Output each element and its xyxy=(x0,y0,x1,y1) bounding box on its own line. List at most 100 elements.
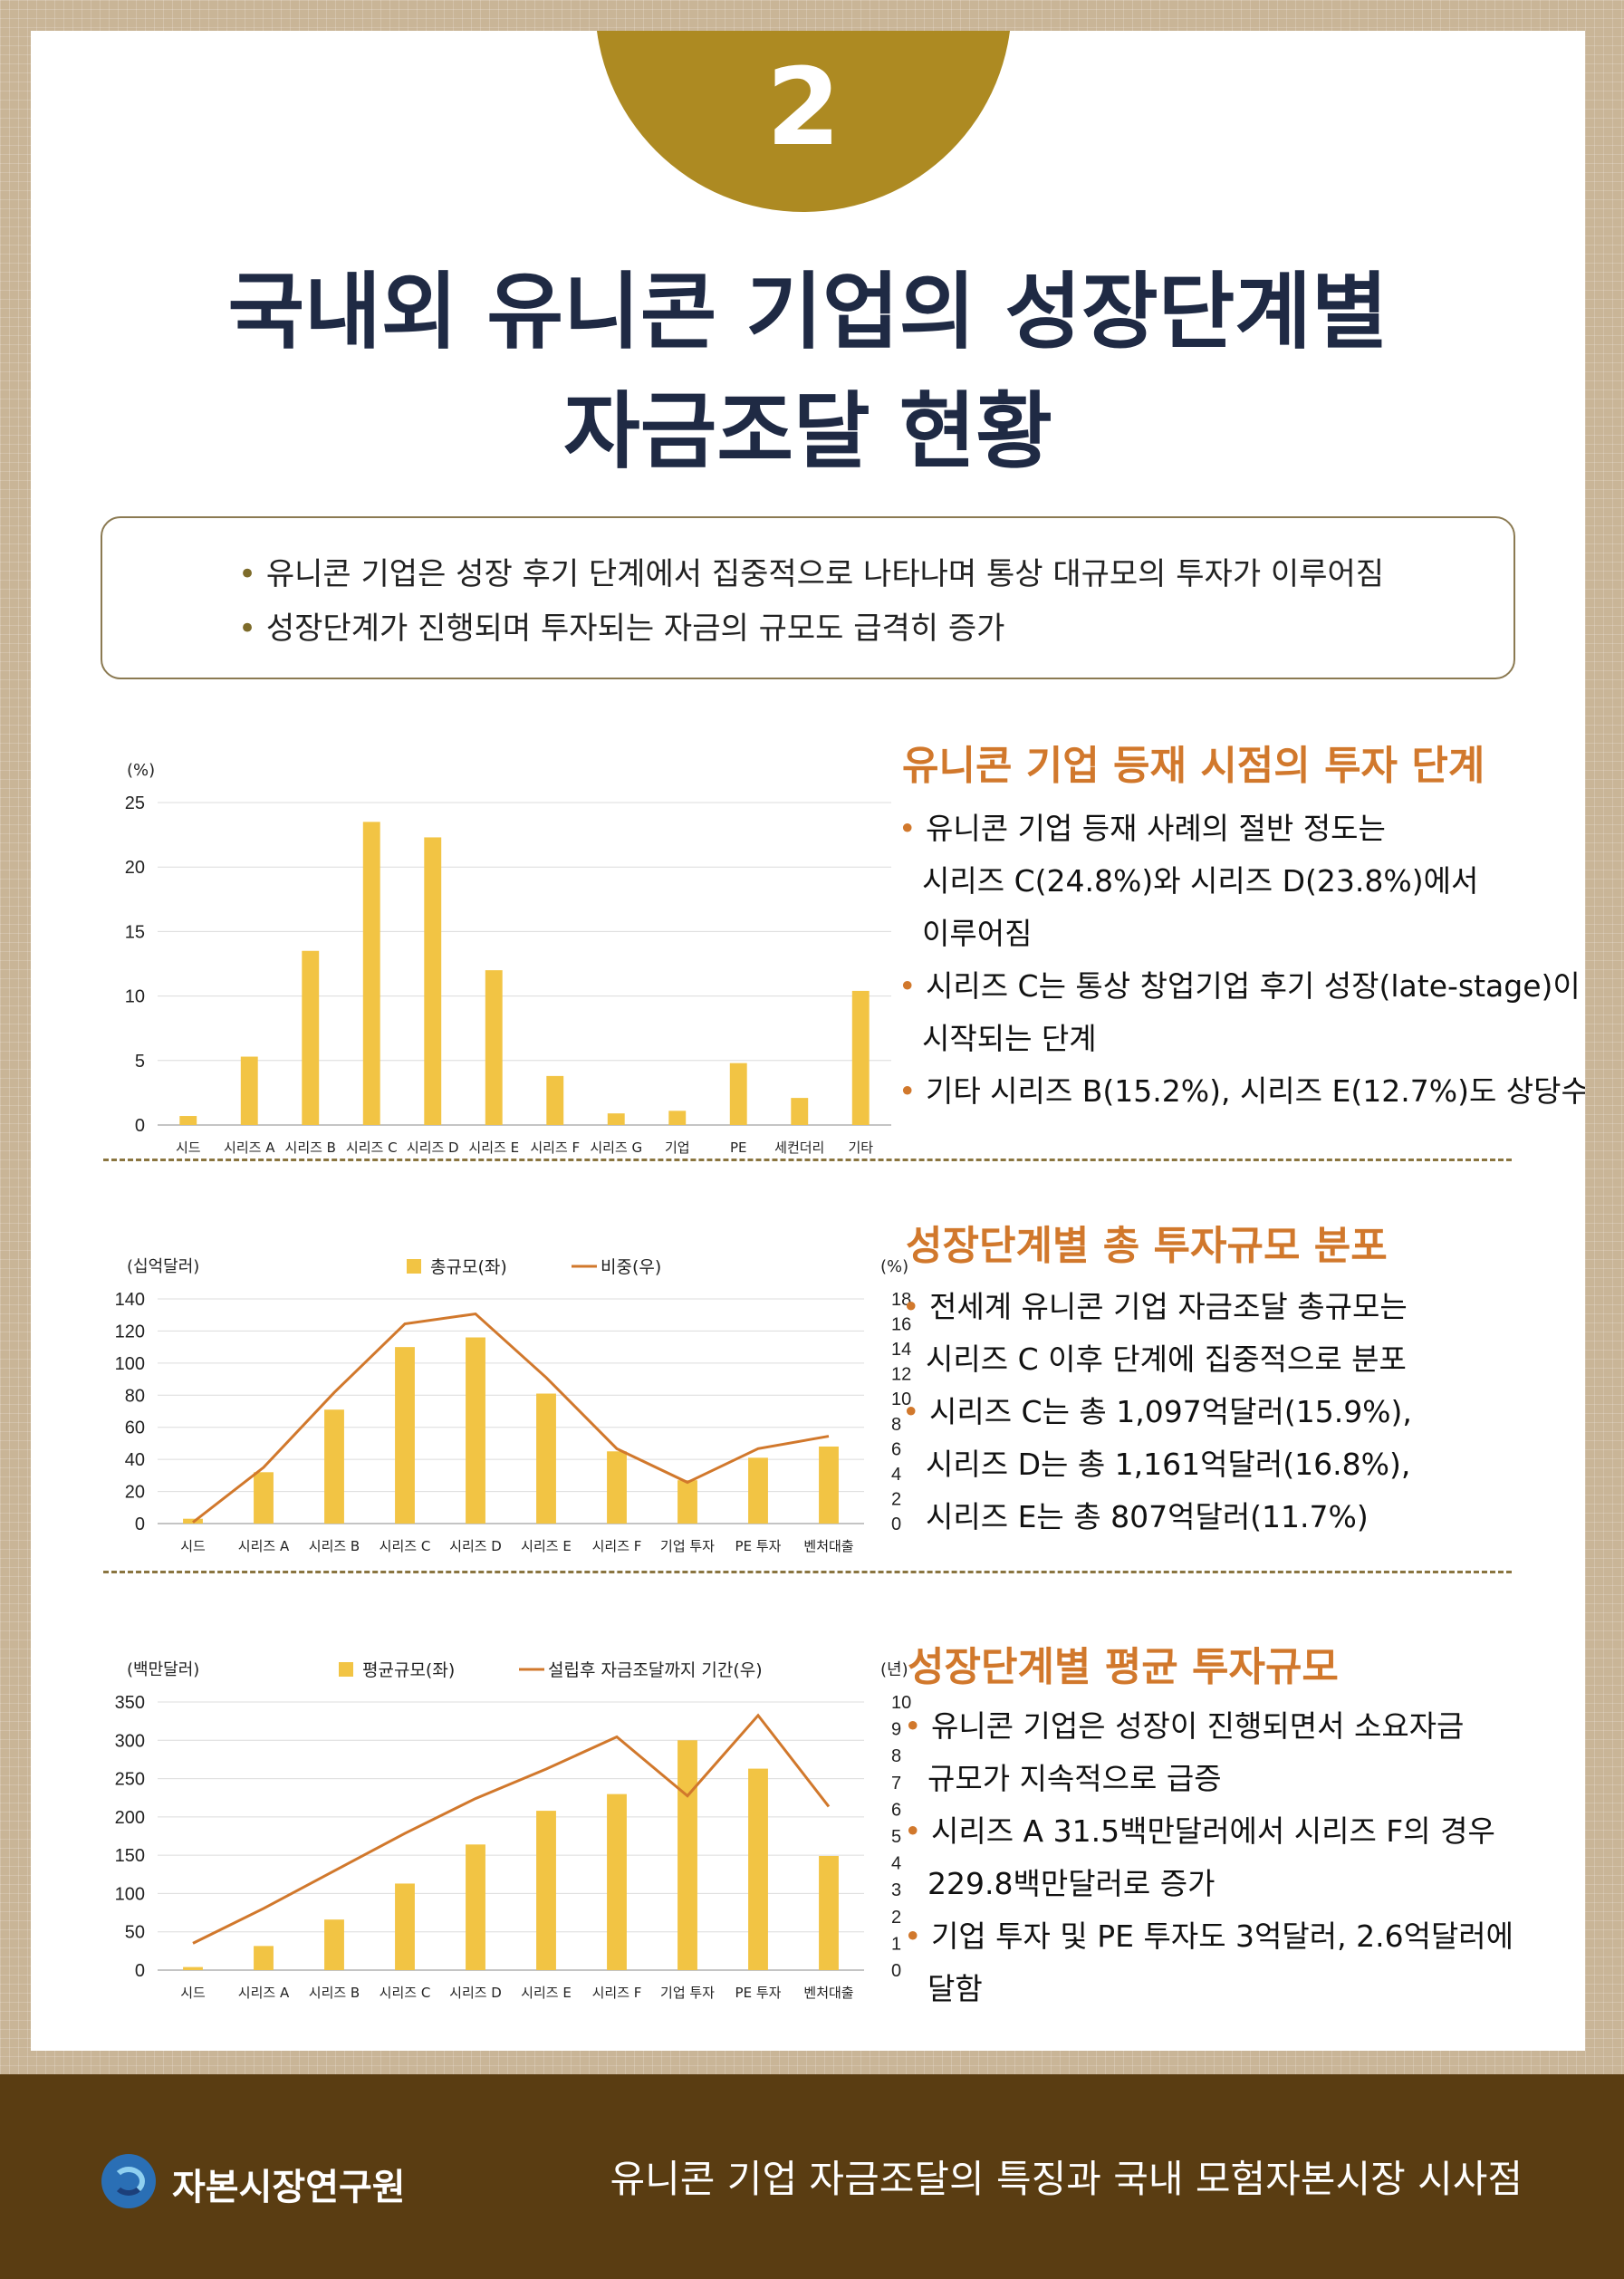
x-tick-label: 벤처대출 xyxy=(803,1985,853,2001)
y-tick-label: 50 xyxy=(125,1923,145,1943)
bullet-dot-icon: • xyxy=(238,556,257,592)
bullet-line: • 시리즈 C는 총 1,097억달러(15.9%), xyxy=(902,1394,1412,1429)
bar xyxy=(183,1966,203,1970)
y-tick-label: 100 xyxy=(115,1354,145,1374)
bar xyxy=(324,1409,344,1524)
y-tick-label: 15 xyxy=(125,922,145,942)
x-tick-label: 기타 xyxy=(848,1140,873,1156)
y-right-tick-label: 10 xyxy=(891,1390,911,1409)
bar xyxy=(607,1793,627,1970)
x-tick-label: 시리즈 B xyxy=(309,1985,360,2001)
bullet-line: 시작되는 단계 xyxy=(922,1021,1097,1056)
section-bullets: • 전세계 유니콘 기업 자금조달 총규모는 시리즈 C 이후 단계에 집중적으… xyxy=(902,1281,1412,1543)
section-divider xyxy=(103,1159,1512,1161)
x-tick-label: PE 투자 xyxy=(735,1985,782,2001)
y-right-tick-label: 2 xyxy=(891,1908,901,1928)
bar xyxy=(546,1075,564,1125)
x-tick-label: 세컨더리 xyxy=(774,1140,824,1156)
y-right-tick-label: 6 xyxy=(891,1439,901,1459)
legend-swatch xyxy=(339,1662,353,1677)
section-number-badge: 2 xyxy=(595,31,1012,212)
bullet-line: 시리즈 E는 총 807억달러(11.7%) xyxy=(926,1499,1369,1534)
chart-total-investment: 0 20 40 60 80 100 120 140 (십억달러) 0 2 4 6 8 10 12 14 16 18 (… xyxy=(115,1257,912,1554)
bullet-dot-icon: • xyxy=(904,1708,922,1744)
x-tick-label: 시리즈 A xyxy=(238,1538,290,1554)
y-tick-label: 250 xyxy=(115,1770,145,1790)
summary-item: • 유니콘 기업은 성장 후기 단계에서 집중적으로 나타나며 통상 대규모의 … xyxy=(238,556,1385,592)
bar xyxy=(254,1472,274,1524)
bar xyxy=(466,1844,485,1970)
y-right-tick-label: 8 xyxy=(891,1415,901,1435)
bar xyxy=(607,1451,627,1524)
bullet-dot-icon: • xyxy=(898,811,917,846)
bar xyxy=(536,1811,556,1970)
y-tick-label: 20 xyxy=(125,1483,145,1503)
section-title: 유니콘 기업 등재 시점의 투자 단계 xyxy=(902,743,1485,789)
bullet-line: • 전세계 유니콘 기업 자금조달 총규모는 xyxy=(902,1289,1408,1324)
bar xyxy=(748,1457,768,1524)
bar xyxy=(324,1919,344,1970)
bar xyxy=(677,1740,697,1970)
bullet-line: • 유니콘 기업 등재 사례의 절반 정도는 xyxy=(898,811,1386,846)
x-tick-label: 시리즈 D xyxy=(449,1538,502,1554)
bar xyxy=(362,822,380,1125)
x-tick-label: PE 투자 xyxy=(735,1538,782,1554)
y-tick-label: 300 xyxy=(115,1731,145,1751)
x-tick-label: 기업 투자 xyxy=(660,1538,715,1554)
x-tick-label: 시리즈 A xyxy=(238,1985,290,2001)
page-title: 국내외 유니콘 기업의 성장단계별 자금조달 현황 xyxy=(31,253,1585,492)
bullet-line: • 시리즈 A 31.5백만달러에서 시리즈 F의 경우 xyxy=(904,1813,1495,1849)
bar xyxy=(748,1768,768,1970)
bar xyxy=(466,1337,485,1524)
x-tick-label: 시리즈 A xyxy=(224,1140,275,1156)
series-line xyxy=(192,1713,831,1945)
bar xyxy=(395,1347,415,1524)
bullet-dot-icon: • xyxy=(904,1813,922,1849)
bar xyxy=(851,990,870,1125)
y-right-tick-label: 2 xyxy=(891,1489,901,1509)
y-tick-label: 5 xyxy=(135,1052,145,1072)
bar xyxy=(179,1116,197,1125)
y-tick-label: 150 xyxy=(115,1846,145,1866)
page-title-line1: 국내외 유니콘 기업의 성장단계별 xyxy=(227,264,1389,361)
x-tick-label: 시드 xyxy=(180,1538,206,1554)
bullet-dot-icon: • xyxy=(904,1918,922,1954)
legend-label: 총규모(좌) xyxy=(430,1257,507,1277)
legend-label: 설립후 자금조달까지 기간(우) xyxy=(548,1660,763,1680)
section-title: 성장단계별 평균 투자규모 xyxy=(908,1644,1339,1690)
x-tick-label: 시리즈 F xyxy=(592,1985,642,2001)
bar xyxy=(240,1056,258,1125)
x-tick-label: 시리즈 F xyxy=(530,1140,580,1156)
bullet-line: 시리즈 C 이후 단계에 집중적으로 분포 xyxy=(926,1341,1407,1377)
y-tick-label: 25 xyxy=(125,793,145,813)
section-title: 성장단계별 총 투자규모 분포 xyxy=(906,1223,1388,1269)
x-tick-label: PE xyxy=(730,1140,747,1156)
y-right-tick-label: 12 xyxy=(891,1365,911,1385)
bullet-line: • 시리즈 C는 통상 창업기업 후기 성장(late-stage)이 xyxy=(898,968,1581,1004)
y-tick-label: 350 xyxy=(115,1693,145,1713)
org-logo-icon xyxy=(101,2154,156,2208)
x-tick-label: 시리즈 F xyxy=(592,1538,642,1554)
section-bullets: • 유니콘 기업은 성장이 진행되면서 소요자금 규모가 지속적으로 급증 • … xyxy=(904,1700,1513,2015)
y-right-tick-label: 16 xyxy=(891,1315,911,1335)
summary-box: • 유니콘 기업은 성장 후기 단계에서 집중적으로 나타나며 통상 대규모의 … xyxy=(101,516,1515,679)
y-tick-label: 80 xyxy=(125,1386,145,1406)
x-tick-label: 시리즈 D xyxy=(407,1140,459,1156)
y-tick-label: 60 xyxy=(125,1418,145,1438)
section-number: 2 xyxy=(765,44,841,169)
y-tick-label: 0 xyxy=(135,1116,145,1136)
bullet-line: 시리즈 D는 총 1,161억달러(16.8%), xyxy=(926,1447,1411,1482)
section-divider xyxy=(103,1571,1512,1573)
x-tick-label: 시리즈 E xyxy=(521,1538,572,1554)
legend-label: 평균규모(좌) xyxy=(362,1660,455,1680)
bullet-line: 이루어짐 xyxy=(922,916,1033,951)
x-tick-label: 시드 xyxy=(180,1985,206,2001)
bar xyxy=(607,1113,625,1125)
bar xyxy=(424,837,442,1125)
x-tick-label: 기업 xyxy=(665,1140,690,1156)
legend-label: 비중(우) xyxy=(601,1257,661,1277)
bar xyxy=(729,1063,747,1125)
x-tick-label: 벤처대출 xyxy=(803,1538,853,1554)
y-tick-label: 0 xyxy=(135,1515,145,1534)
